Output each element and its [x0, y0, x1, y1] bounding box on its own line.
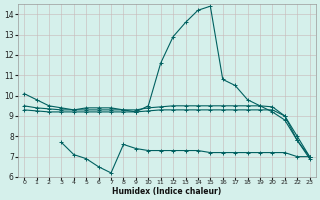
X-axis label: Humidex (Indice chaleur): Humidex (Indice chaleur)	[112, 187, 221, 196]
